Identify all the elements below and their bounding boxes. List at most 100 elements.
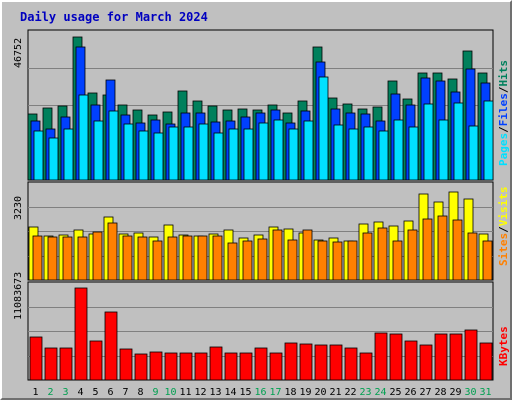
bar-kbytes-27	[419, 344, 433, 381]
x-tick-label-15: 15	[239, 387, 251, 398]
bar-pages-16	[258, 122, 269, 181]
bar-pages-14	[228, 128, 239, 181]
bar-sites-24	[377, 227, 388, 281]
x-tick-label-31: 31	[479, 387, 491, 398]
bar-pages-23	[363, 126, 374, 181]
bar-pages-24	[378, 130, 389, 181]
bar-kbytes-23	[359, 352, 373, 381]
bar-pages-3	[63, 128, 74, 181]
x-tick-label-12: 12	[194, 387, 206, 398]
bar-pages-17	[273, 119, 284, 181]
bar-kbytes-11	[179, 352, 193, 381]
bar-kbytes-30	[464, 329, 478, 381]
bar-kbytes-21	[329, 344, 343, 381]
bar-pages-20	[318, 76, 329, 181]
bar-pages-19	[303, 120, 314, 181]
legend-visits-sites: Sites/Visits	[497, 187, 510, 267]
bar-sites-29	[452, 219, 463, 281]
bar-kbytes-17	[269, 352, 283, 381]
bar-sites-10	[167, 236, 178, 281]
x-tick-label-4: 4	[77, 387, 83, 398]
bar-sites-20	[317, 240, 328, 281]
legend-separator: /	[497, 86, 510, 93]
bar-kbytes-14	[224, 352, 238, 381]
y-max-label-kbytes: 11083673	[13, 272, 24, 320]
legend-hits-files-pages: Pages/Files/Hits	[497, 60, 510, 166]
legend-entry-visits: Visits	[497, 187, 510, 227]
bar-sites-3	[62, 236, 73, 281]
bar-pages-8	[138, 130, 149, 181]
bar-kbytes-28	[434, 333, 448, 381]
x-tick-label-7: 7	[122, 387, 128, 398]
x-tick-label-23: 23	[359, 387, 371, 398]
bar-pages-5	[93, 120, 104, 181]
bar-sites-21	[332, 241, 343, 281]
bar-pages-15	[243, 128, 254, 181]
bar-pages-29	[453, 102, 464, 181]
bar-sites-30	[467, 232, 478, 281]
bar-sites-13	[212, 235, 223, 281]
bar-pages-28	[438, 119, 449, 181]
bar-sites-9	[152, 240, 163, 281]
bar-pages-6	[108, 110, 119, 181]
bar-kbytes-13	[209, 346, 223, 381]
x-tick-label-24: 24	[374, 387, 386, 398]
bar-pages-12	[198, 123, 209, 181]
bar-sites-31	[482, 240, 493, 281]
bar-pages-1	[33, 130, 44, 181]
legend-kbytes: KBytes	[497, 326, 510, 366]
bar-sites-25	[392, 240, 403, 281]
bar-pages-2	[48, 137, 59, 181]
x-tick-label-17: 17	[269, 387, 281, 398]
y-max-label-hits-files-pages: 46752	[13, 38, 24, 68]
bar-pages-11	[183, 126, 194, 181]
x-tick-label-11: 11	[179, 387, 191, 398]
x-tick-label-22: 22	[344, 387, 356, 398]
x-tick-label-30: 30	[464, 387, 476, 398]
x-tick-label-8: 8	[137, 387, 143, 398]
legend-separator: /	[497, 226, 510, 233]
bar-pages-25	[393, 119, 404, 181]
x-tick-label-6: 6	[107, 387, 113, 398]
bar-kbytes-15	[239, 352, 253, 381]
legend-entry-sites: Sites	[497, 233, 510, 266]
x-tick-label-1: 1	[32, 387, 38, 398]
bar-kbytes-1	[29, 336, 43, 381]
x-tick-label-28: 28	[434, 387, 446, 398]
bar-sites-22	[347, 240, 358, 281]
bar-kbytes-6	[104, 311, 118, 381]
bar-pages-26	[408, 126, 419, 181]
bar-sites-19	[302, 229, 313, 281]
bar-pages-21	[333, 124, 344, 181]
x-tick-label-19: 19	[299, 387, 311, 398]
x-tick-label-3: 3	[62, 387, 68, 398]
legend-separator: /	[497, 126, 510, 133]
legend-entry-files: Files	[497, 93, 510, 126]
y-max-label-visits-sites: 3230	[13, 196, 24, 220]
legend-entry-pages: Pages	[497, 133, 510, 166]
bar-pages-9	[153, 132, 164, 181]
bar-kbytes-9	[149, 351, 163, 381]
bar-kbytes-10	[164, 352, 178, 381]
bar-sites-16	[257, 238, 268, 281]
legend-entry-kbytes: KBytes	[497, 326, 510, 366]
bar-kbytes-20	[314, 344, 328, 381]
x-tick-label-27: 27	[419, 387, 431, 398]
bar-sites-28	[437, 215, 448, 281]
bar-sites-1	[32, 235, 43, 281]
x-tick-label-14: 14	[224, 387, 236, 398]
bar-sites-2	[47, 236, 58, 281]
bar-kbytes-25	[389, 333, 403, 381]
bar-sites-6	[107, 222, 118, 281]
bar-pages-18	[288, 128, 299, 181]
bar-kbytes-12	[194, 352, 208, 381]
bar-pages-7	[123, 123, 134, 181]
x-tick-label-21: 21	[329, 387, 341, 398]
bar-kbytes-22	[344, 347, 358, 381]
bar-kbytes-29	[449, 333, 463, 381]
x-tick-label-10: 10	[164, 387, 176, 398]
bar-kbytes-31	[479, 342, 493, 381]
bar-sites-26	[407, 229, 418, 281]
x-tick-label-5: 5	[92, 387, 98, 398]
x-tick-label-16: 16	[254, 387, 266, 398]
